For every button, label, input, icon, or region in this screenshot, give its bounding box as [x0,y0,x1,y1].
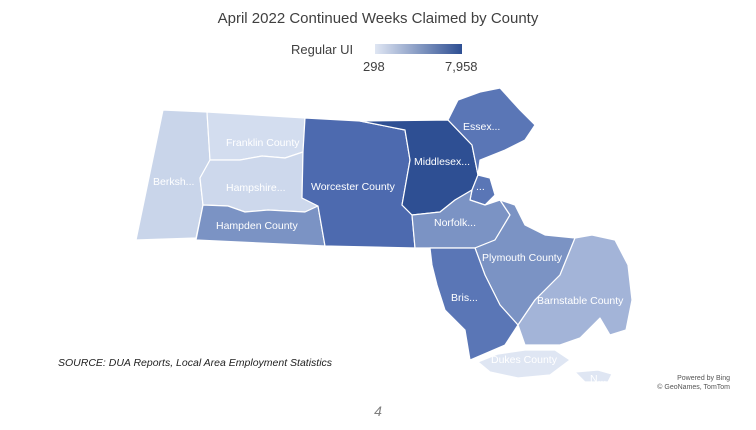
legend-color-scale [375,44,462,54]
county-bristol[interactable] [429,247,519,361]
county-label-dukes: Dukes County [491,354,558,366]
county-label-barnstable: Barnstable County [537,295,624,307]
county-label-bristol: Bris... [451,292,478,304]
county-nantucket[interactable] [574,369,613,383]
county-dukes[interactable] [477,349,571,379]
county-label-hampshire: Hampshire... [226,182,286,194]
county-berkshire[interactable] [135,109,211,241]
credit-copyright: © GeoNames, TomTom [657,384,730,391]
county-label-middlesex: Middlesex... [414,156,470,168]
county-franklin[interactable] [206,111,306,161]
legend-min-value: 298 [363,59,385,74]
county-label-nantucket: N... [590,373,606,385]
county-hampden[interactable] [195,204,326,247]
county-label-essex: Essex... [463,121,500,133]
map-title: April 2022 Continued Weeks Claimed by Co… [217,10,539,27]
county-barnstable[interactable] [517,234,633,346]
county-essex[interactable] [447,87,536,176]
credit-powered-by: Powered by Bing [677,375,730,382]
page-number: 4 [374,403,382,419]
county-label-worcester: Worcester County [311,181,396,193]
legend-max-value: 7,958 [445,59,478,74]
map-credit: Powered by Bing © GeoNames, TomTom [657,374,730,392]
county-label-plymouth: Plymouth County [482,252,563,264]
county-label-franklin: Franklin County [226,137,300,149]
county-label-hampden: Hampden County [216,220,298,232]
county-label-berkshire: Berksh... [153,176,194,188]
county-label-suffolk: ... [476,181,485,193]
source-note: SOURCE: DUA Reports, Local Area Employme… [58,357,333,369]
county-label-norfolk: Norfolk... [434,217,476,229]
legend-label: Regular UI [291,42,354,57]
